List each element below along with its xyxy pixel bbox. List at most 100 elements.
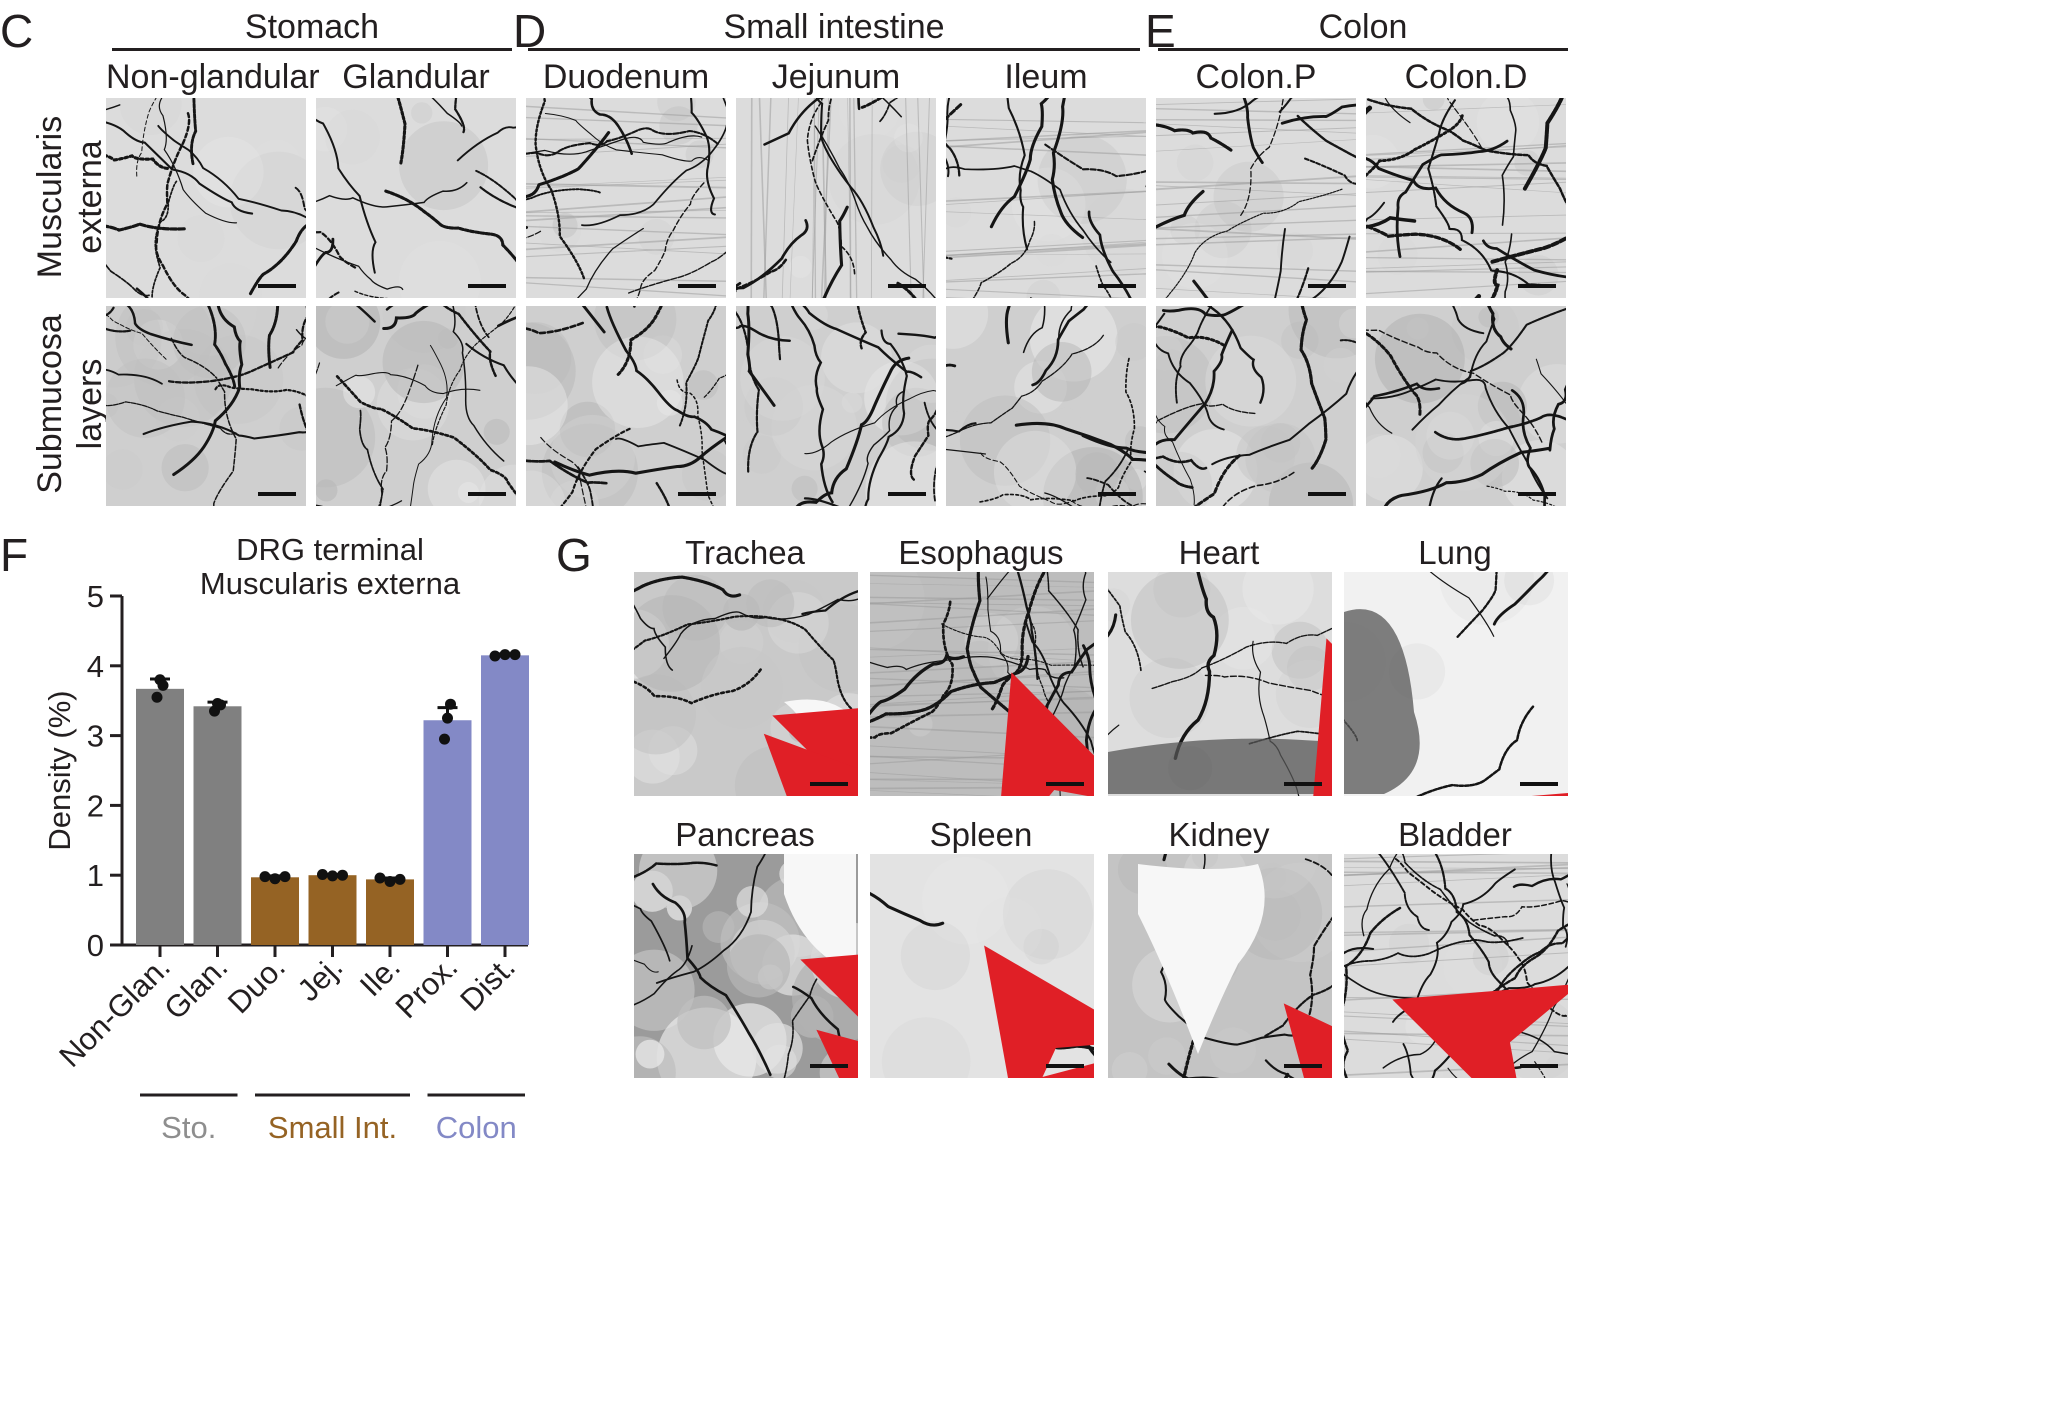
- data-point: [489, 650, 501, 662]
- row-label-line: Submucosa: [31, 314, 69, 494]
- micrograph-muscularis: [316, 98, 516, 298]
- scale-bar: [468, 492, 506, 496]
- region-label: Colon.D: [1404, 58, 1528, 96]
- micrograph-muscularis: [1156, 98, 1356, 298]
- scale-bar: [1098, 492, 1136, 496]
- y-tick-label: 2: [87, 788, 104, 823]
- panel-letter-g: G: [556, 529, 592, 581]
- data-point: [279, 871, 291, 883]
- group-label: Small Int.: [268, 1110, 397, 1145]
- panel-letter-f: F: [0, 529, 29, 581]
- organ-label: Pancreas: [675, 816, 815, 853]
- micrograph-kidney: [1108, 854, 1332, 1078]
- chart-title: Muscularis externa: [200, 566, 461, 601]
- scale-bar: [1284, 1064, 1322, 1068]
- x-tick-label: Jej.: [291, 949, 350, 1008]
- y-tick-label: 3: [87, 719, 104, 754]
- organ-label: Esophagus: [898, 534, 1064, 571]
- scale-bar: [1520, 1064, 1558, 1068]
- data-point: [394, 873, 406, 885]
- red-arrowhead-icon: [984, 945, 1094, 1078]
- panel-letter-c: C: [0, 5, 34, 57]
- region-label: Colon.P: [1195, 58, 1317, 96]
- scale-bar: [1518, 492, 1556, 496]
- x-tick-label: Glan.: [157, 949, 234, 1026]
- micrograph-submucosa: [736, 306, 936, 506]
- scale-bar: [258, 492, 296, 496]
- group-line-stomach: [112, 48, 512, 51]
- scale-bar: [1284, 782, 1322, 786]
- scale-bar: [1518, 284, 1556, 288]
- micrograph-spleen: [870, 854, 1094, 1078]
- red-arrowhead-icon: [763, 733, 858, 796]
- scale-bar: [888, 492, 926, 496]
- organ-label: Spleen: [929, 816, 1033, 853]
- scale-bar: [678, 284, 716, 288]
- micrograph-submucosa: [106, 306, 306, 506]
- organ-label: Lung: [1418, 534, 1492, 571]
- scale-bar: [810, 1064, 848, 1068]
- x-tick-label: Dist.: [453, 949, 522, 1018]
- region-label: Ileum: [1004, 58, 1088, 96]
- group-title-small-intestine: Small intestine: [723, 8, 945, 46]
- red-arrowhead-icon: [1283, 1003, 1332, 1078]
- red-arrowhead-icon: [816, 1029, 858, 1078]
- group-line-small-intestine: [528, 48, 1140, 51]
- micrograph-bladder: [1344, 854, 1568, 1078]
- x-tick-label: Non-Glan.: [52, 949, 177, 1074]
- x-tick-label: Duo.: [221, 949, 292, 1020]
- scale-bar: [1046, 782, 1084, 786]
- red-arrowhead-icon: [1392, 983, 1568, 1078]
- data-point: [374, 872, 386, 884]
- red-arrowhead-icon: [1195, 1061, 1332, 1078]
- row-label-line: externa: [71, 140, 109, 254]
- row-label-submucosa: Submucosa layers: [30, 304, 110, 504]
- row-label-muscularis: Muscularis externa: [30, 97, 110, 297]
- scale-bar: [1308, 284, 1346, 288]
- data-point: [442, 712, 453, 724]
- scale-bar: [258, 284, 296, 288]
- micrograph-submucosa: [1366, 306, 1566, 506]
- region-label: Non-glandular: [106, 58, 320, 96]
- organ-label: Kidney: [1168, 816, 1270, 853]
- micrograph-muscularis: [1366, 98, 1566, 298]
- micrograph-submucosa: [316, 306, 516, 506]
- panel-letter-d: D: [513, 5, 547, 57]
- micrograph-muscularis: [946, 98, 1146, 298]
- group-label: Colon: [436, 1110, 517, 1145]
- bar: [366, 879, 414, 945]
- scale-bar: [810, 782, 848, 786]
- organ-label: Bladder: [1398, 816, 1512, 853]
- scale-bar: [1308, 492, 1346, 496]
- micrograph-esophagus: [870, 572, 1094, 796]
- micrograph-submucosa: [1156, 306, 1356, 506]
- red-arrowhead-icon: [1467, 1027, 1568, 1078]
- data-point: [509, 649, 521, 661]
- data-point: [317, 869, 328, 881]
- micrograph-muscularis: [526, 98, 726, 298]
- data-point: [151, 691, 163, 703]
- scale-bar: [1520, 782, 1558, 786]
- row-label-line: Muscularis: [31, 115, 69, 279]
- micrograph-submucosa: [946, 306, 1146, 506]
- y-tick-label: 1: [87, 858, 104, 893]
- data-point: [327, 870, 338, 882]
- chart-title: DRG terminal: [236, 532, 424, 567]
- scale-bar: [1098, 284, 1136, 288]
- region-label: Duodenum: [542, 58, 710, 96]
- panel-letter-e: E: [1145, 5, 1176, 57]
- group-title-colon: Colon: [1318, 8, 1408, 46]
- micrograph-pancreas: [634, 854, 858, 1078]
- y-tick-label: 5: [87, 579, 104, 614]
- row-label-line: layers: [71, 358, 109, 450]
- scale-bar: [888, 284, 926, 288]
- micrograph-muscularis: [736, 98, 936, 298]
- group-label: Sto.: [161, 1110, 216, 1145]
- data-point: [157, 679, 169, 691]
- bar: [423, 720, 472, 945]
- data-point: [269, 873, 281, 885]
- red-arrowhead-icon: [800, 943, 858, 1078]
- organ-label: Heart: [1178, 534, 1260, 571]
- micrograph-heart: [1108, 572, 1332, 796]
